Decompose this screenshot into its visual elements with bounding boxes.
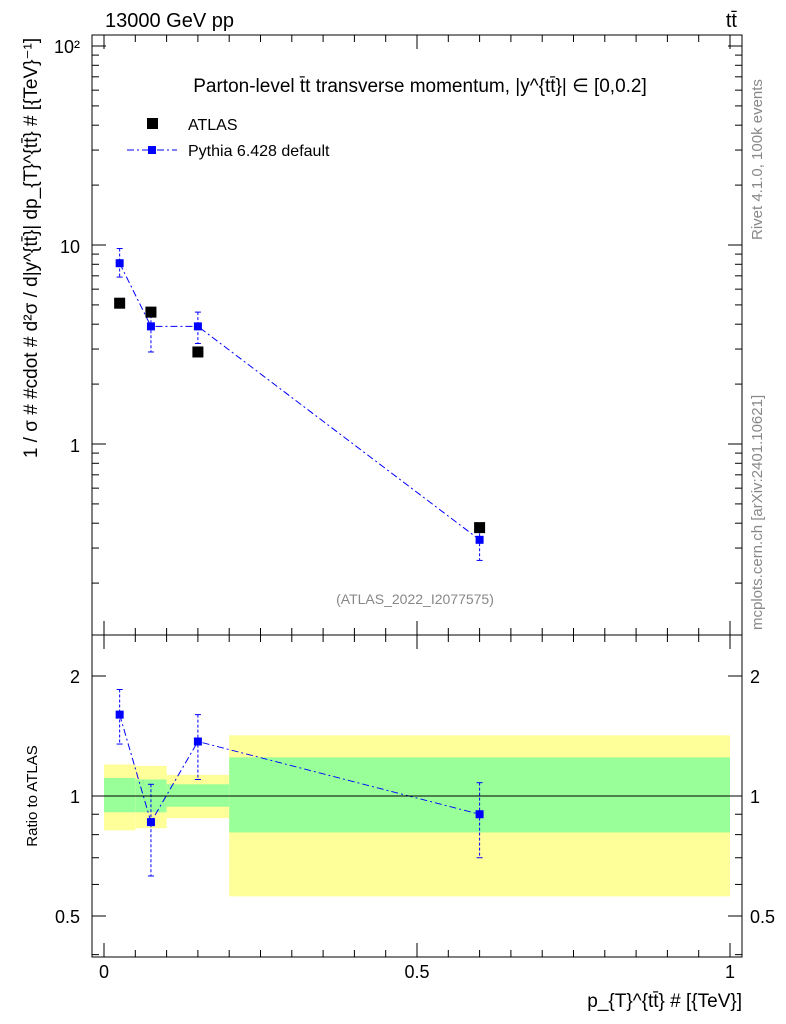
ratio-point	[475, 810, 484, 819]
ratio-y-tick-label-1: 1	[70, 787, 80, 807]
ratio-y-tick-label-2: 2	[70, 667, 80, 687]
main-y-axis-title: 1 / σ # #cdot # d²σ / d|y^{tt̄}| dp_{T}^…	[21, 38, 42, 458]
pythia-point	[193, 322, 202, 331]
legend-atlas-marker	[147, 118, 158, 129]
legend-pythia-label: Pythia 6.428 default	[188, 143, 330, 160]
ratio-stat-band-2	[166, 784, 230, 807]
atlas-point	[145, 306, 157, 318]
header-left: 13000 GeV pp	[105, 10, 234, 32]
analysis-watermark: (ATLAS_2022_I2077575)	[336, 591, 494, 607]
ratio-pythia-line	[119, 714, 480, 824]
atlas-point	[192, 346, 204, 358]
ratio-point	[115, 710, 124, 719]
ratio-point	[146, 818, 155, 827]
ratio-y-tick-label-right-2: 2	[750, 667, 760, 687]
pythia-point	[115, 259, 124, 268]
legend-pythia-marker	[148, 146, 156, 154]
ratio-stat-band-0	[104, 777, 136, 813]
main-series	[114, 248, 486, 561]
ratio-y-tick-label-right-0.5: 0.5	[750, 907, 775, 927]
ratio-series	[115, 688, 484, 877]
x-tick-label-0: 0	[99, 962, 109, 982]
rivet-label: Rivet 4.1.0, 100k events	[749, 79, 766, 240]
x-tick-label-0.5: 0.5	[404, 962, 429, 982]
pythia-point	[146, 322, 155, 331]
main-axis-ticks	[92, 35, 742, 635]
main-y-tick-label-100: 10²	[54, 37, 80, 57]
x-axis-title: p_{T}^{tt̄} # [{TeV}]	[587, 991, 742, 1012]
x-tick-label-1: 1	[725, 962, 735, 982]
atlas-point	[114, 297, 126, 309]
ratio-point	[193, 737, 202, 746]
ratio-bands	[104, 735, 730, 897]
source-label: mcplots.cern.ch [arXiv:2401.10621]	[749, 395, 766, 630]
legend-atlas-label: ATLAS	[188, 117, 238, 134]
ratio-y-tick-label-right-1: 1	[750, 787, 760, 807]
atlas-point	[474, 522, 486, 534]
ratio-y-tick-label-0.5: 0.5	[55, 907, 80, 927]
ratio-axis-ticks	[92, 635, 742, 957]
plot-title: Parton-level t̄t transverse momentum, |y…	[193, 76, 647, 97]
main-y-tick-label-10: 10	[60, 237, 80, 257]
ratio-y-axis-title: Ratio to ATLAS	[24, 745, 41, 846]
main-y-tick-label-1: 1	[70, 436, 80, 456]
header-right: tt̄	[726, 10, 738, 32]
pythia-line	[119, 262, 480, 541]
pythia-point	[475, 535, 484, 544]
